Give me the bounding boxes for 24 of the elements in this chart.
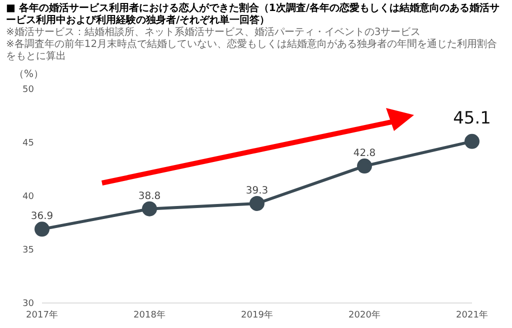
y-axis-title: （%） xyxy=(14,68,44,81)
x-tick-label: 2020年 xyxy=(348,309,380,320)
data-label: 45.1 xyxy=(453,108,491,128)
point xyxy=(464,134,480,149)
point xyxy=(142,201,157,216)
data-label: 39.3 xyxy=(246,185,268,196)
y-tick-label: 50 xyxy=(22,85,34,96)
y-tick-label: 45 xyxy=(22,138,34,149)
point xyxy=(250,196,264,211)
x-tick-label: 2021年 xyxy=(456,309,488,320)
x-tick-label: 2019年 xyxy=(241,309,273,320)
data-label: 38.8 xyxy=(138,190,161,202)
text: ※各調査年の前年12月末時点で結婚していない、恋愛もしくは結婚意向がある独身者の年間を通じた利用割合をもとに算出 xyxy=(6,39,498,63)
x-tick-label: 2018年 xyxy=(134,309,166,320)
point xyxy=(34,222,50,237)
point xyxy=(357,158,372,174)
y-tick-label: 30 xyxy=(22,299,34,310)
y-tick-label: 40 xyxy=(22,192,34,202)
y-tick-label: 35 xyxy=(22,246,34,256)
text: ※婚活サービス：結婚相談所、ネット系婚活サービス、婚活パーティ・イベントの3サービス xyxy=(6,27,422,38)
x-tick-label: 2017年 xyxy=(26,309,58,320)
chart-title: ■ 各年の婚活サービス利用者における恋人ができた割合（1次調査/各年の恋愛もしくは結婚意向のある婚活サービス利用中および利用経験の独身者/それぞれ単一回答） xyxy=(6,3,501,26)
data-label: 36.9 xyxy=(30,211,54,222)
data-label: 42.8 xyxy=(353,148,376,160)
